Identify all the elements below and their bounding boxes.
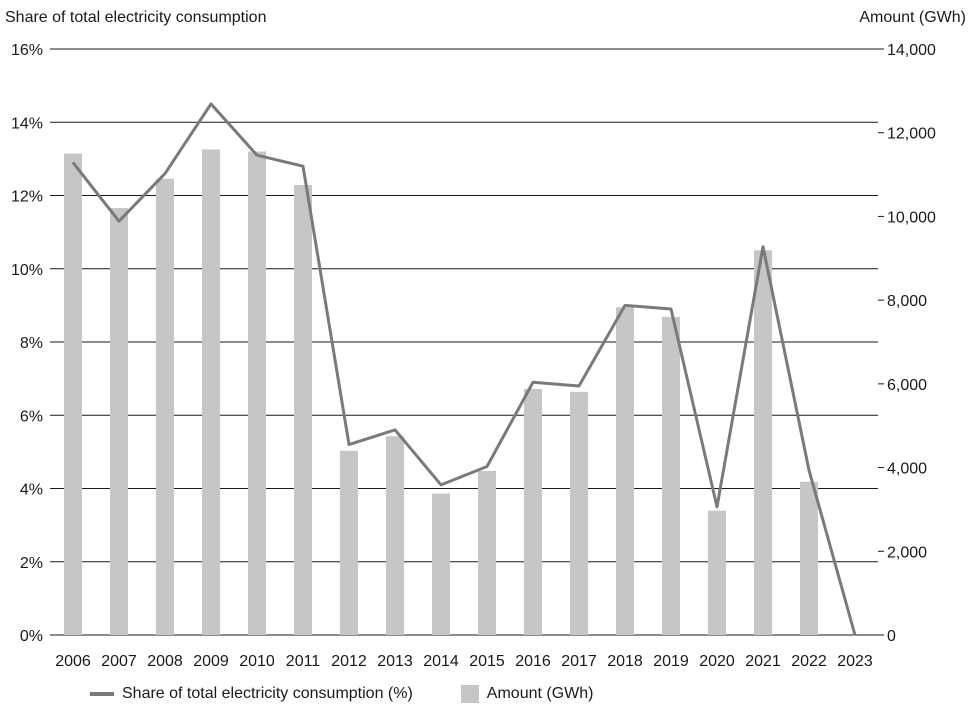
right-tick-label: 4,000 [887,461,927,478]
left-axis-title: Share of total electricity consumption [5,9,266,26]
share-point-2006 [72,162,74,164]
share-point-2010 [256,154,258,156]
share-point-2019 [670,308,672,310]
bar-2013 [386,436,404,635]
left-tick-label: 12% [11,189,43,206]
left-tick-label: 14% [11,115,43,132]
bar-2007 [110,208,128,636]
x-tick-label: 2017 [561,653,597,670]
legend-bar-label: Amount (GWh) [486,685,594,702]
legend-line-swatch [90,692,114,696]
left-tick-label: 16% [11,42,43,59]
amount-bars [64,149,818,636]
x-tick-label: 2016 [515,653,551,670]
right-tick-label: 14,000 [887,42,936,59]
share-line [71,102,857,636]
bar-2019 [662,316,680,635]
right-axis-ticks: 0 2,000 4,000 6,000 8,000 10,000 12,000 14,000 [878,42,936,645]
x-tick-label: 2012 [331,653,367,670]
share-line-path [71,102,857,636]
bar-2021 [754,250,772,635]
share-point-2007 [118,220,120,222]
share-point-2013 [394,429,396,431]
x-tick-label: 2009 [193,653,229,670]
left-tick-label: 4% [20,482,43,499]
bar-2020 [708,510,726,635]
share-point-2022 [808,469,810,471]
right-tick-label: 8,000 [887,293,927,310]
right-tick-label: 12,000 [887,126,936,143]
bar-2009 [202,149,220,635]
bar-2017 [570,391,588,635]
share-point-2015 [486,466,488,468]
share-point-2011 [302,165,304,167]
x-tick-label: 2010 [239,653,275,670]
bar-2016 [524,388,542,635]
left-tick-label: 0% [20,628,43,645]
legend-bar-swatch [460,685,479,703]
left-tick-label: 10% [11,262,43,279]
right-tick-label: 2,000 [887,544,927,561]
left-tick-label: 6% [20,408,43,425]
right-tick-label: 10,000 [887,209,936,226]
bar-2010 [248,151,266,636]
x-tick-label: 2006 [55,653,91,670]
right-tick-label: 0 [887,628,896,645]
x-tick-label: 2011 [286,653,321,670]
x-tick-label: 2008 [147,653,183,670]
x-tick-label: 2013 [377,653,413,670]
bar-2011 [294,185,312,636]
share-point-2016 [532,381,534,383]
share-point-2020 [716,506,718,508]
bar-2018 [616,307,634,635]
x-tick-label: 2021 [745,653,781,670]
right-tick-label: 6,000 [887,377,927,394]
bar-2006 [64,153,82,635]
bar-2014 [432,493,450,635]
left-tick-label: 8% [20,335,43,352]
left-tick-label: 2% [20,555,43,572]
legend: Share of total electricity consumption (… [90,684,593,704]
x-tick-label: 2019 [653,653,689,670]
x-tick-label: 2022 [791,653,827,670]
share-point-2023 [854,634,856,636]
share-point-2018 [624,304,626,306]
x-tick-label: 2015 [469,653,505,670]
x-axis-ticks: 2006 2007 2008 2009 2010 2011 2012 2013 2014 2015… [55,653,873,670]
gridlines [50,48,878,636]
x-tick-label: 2023 [837,653,873,670]
legend-line-label: Share of total electricity consumption (… [122,685,413,702]
left-axis-ticks: 0% 2% 4% 6% 8% 10% 12% 14% 16% [11,42,43,645]
share-point-2012 [348,444,350,446]
bar-2008 [156,178,174,635]
share-point-2014 [440,484,442,486]
share-point-2008 [164,173,166,175]
bar-2012 [340,450,358,635]
x-tick-label: 2018 [607,653,643,670]
share-point-2021 [762,246,764,248]
x-tick-label: 2007 [101,653,137,670]
bar-2015 [478,470,496,635]
bar-2022 [800,481,818,635]
share-point-2009 [210,103,212,105]
share-point-2017 [578,385,580,387]
x-tick-label: 2020 [699,653,735,670]
right-axis-title: Amount (GWh) [859,9,966,26]
x-tick-label: 2014 [423,653,459,670]
